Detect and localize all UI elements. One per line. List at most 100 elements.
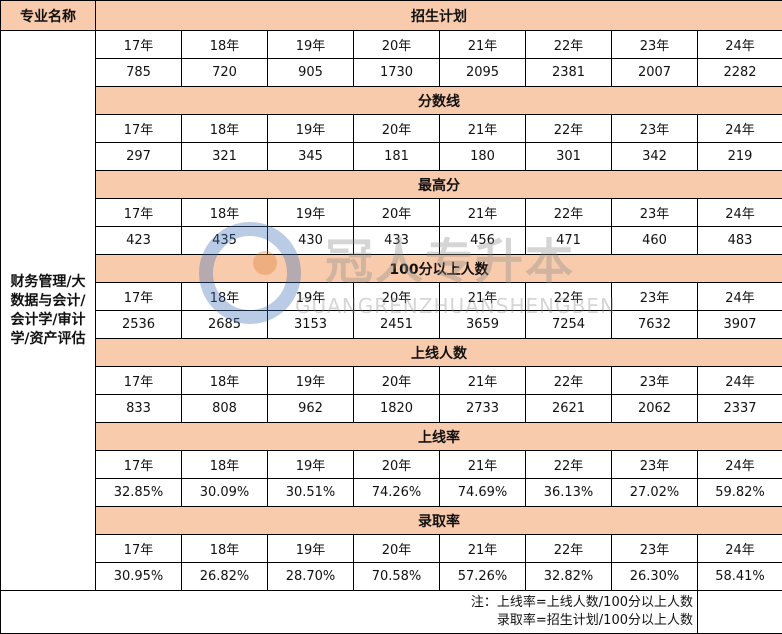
year-cell: 21年	[440, 451, 526, 479]
table-row: 专业名称招生计划	[1, 1, 782, 31]
value-cell: 3659	[440, 311, 526, 339]
year-cell: 22年	[526, 535, 612, 563]
year-cell: 18年	[182, 535, 268, 563]
year-cell: 22年	[526, 31, 612, 59]
section-title: 录取率	[96, 507, 782, 535]
year-cell: 24年	[698, 115, 782, 143]
value-cell: 3153	[268, 311, 354, 339]
value-cell: 2451	[354, 311, 440, 339]
value-cell: 2062	[612, 395, 698, 423]
value-cell: 720	[182, 59, 268, 87]
year-cell: 17年	[96, 31, 182, 59]
year-cell: 23年	[612, 283, 698, 311]
value-cell: 70.58%	[354, 563, 440, 591]
year-cell: 19年	[268, 451, 354, 479]
value-cell: 785	[96, 59, 182, 87]
value-cell: 808	[182, 395, 268, 423]
value-cell: 2007	[612, 59, 698, 87]
year-cell: 17年	[96, 115, 182, 143]
note-cell: 注：上线率=上线人数/100分以上人数录取率=招生计划/100分以上人数	[1, 591, 698, 634]
year-cell: 21年	[440, 115, 526, 143]
value-cell: 1820	[354, 395, 440, 423]
year-cell: 19年	[268, 283, 354, 311]
year-cell: 22年	[526, 451, 612, 479]
year-cell: 18年	[182, 367, 268, 395]
year-cell: 17年	[96, 199, 182, 227]
year-cell: 21年	[440, 283, 526, 311]
value-cell: 57.26%	[440, 563, 526, 591]
value-cell: 26.30%	[612, 563, 698, 591]
year-cell: 19年	[268, 535, 354, 563]
year-cell: 24年	[698, 535, 782, 563]
year-cell: 20年	[354, 535, 440, 563]
table-row: 上线率	[1, 423, 782, 451]
year-cell: 19年	[268, 115, 354, 143]
value-cell: 30.95%	[96, 563, 182, 591]
value-cell: 7632	[612, 311, 698, 339]
value-cell: 2381	[526, 59, 612, 87]
year-cell: 24年	[698, 451, 782, 479]
year-cell: 22年	[526, 199, 612, 227]
table-row: 分数线	[1, 87, 782, 115]
value-cell: 1730	[354, 59, 440, 87]
value-cell: 7254	[526, 311, 612, 339]
year-cell: 24年	[698, 31, 782, 59]
value-cell: 483	[698, 227, 782, 255]
value-cell: 423	[96, 227, 182, 255]
value-cell: 833	[96, 395, 182, 423]
value-cell: 26.82%	[182, 563, 268, 591]
year-cell: 17年	[96, 535, 182, 563]
value-cell: 3907	[698, 311, 782, 339]
year-cell: 17年	[96, 283, 182, 311]
year-cell: 24年	[698, 283, 782, 311]
value-cell: 32.82%	[526, 563, 612, 591]
year-cell: 24年	[698, 367, 782, 395]
section-title: 最高分	[96, 171, 782, 199]
year-cell: 19年	[268, 199, 354, 227]
value-cell: 345	[268, 143, 354, 171]
value-cell: 301	[526, 143, 612, 171]
value-cell: 2685	[182, 311, 268, 339]
value-cell: 430	[268, 227, 354, 255]
year-cell: 19年	[268, 31, 354, 59]
value-cell: 28.70%	[268, 563, 354, 591]
major-name: 财务管理/大数据与会计/会计学/审计学/资产评估	[1, 31, 96, 591]
year-cell: 23年	[612, 367, 698, 395]
value-cell: 2536	[96, 311, 182, 339]
table-row: 最高分	[1, 171, 782, 199]
value-cell: 32.85%	[96, 479, 182, 507]
value-cell: 905	[268, 59, 354, 87]
value-cell: 2282	[698, 59, 782, 87]
note-line: 录取率=招生计划/100分以上人数	[1, 612, 693, 630]
value-cell: 456	[440, 227, 526, 255]
value-cell: 27.02%	[612, 479, 698, 507]
year-cell: 18年	[182, 31, 268, 59]
section-title: 100分以上人数	[96, 255, 782, 283]
year-cell: 20年	[354, 451, 440, 479]
year-cell: 21年	[440, 31, 526, 59]
year-cell: 22年	[526, 367, 612, 395]
value-cell: 2621	[526, 395, 612, 423]
header-label: 专业名称	[1, 1, 96, 31]
value-cell: 321	[182, 143, 268, 171]
section-title: 招生计划	[96, 1, 782, 31]
value-cell: 2733	[440, 395, 526, 423]
value-cell: 181	[354, 143, 440, 171]
year-cell: 23年	[612, 31, 698, 59]
year-cell: 20年	[354, 367, 440, 395]
value-cell: 435	[182, 227, 268, 255]
year-cell: 20年	[354, 283, 440, 311]
value-cell: 471	[526, 227, 612, 255]
year-cell: 21年	[440, 199, 526, 227]
year-cell: 23年	[612, 199, 698, 227]
year-cell: 22年	[526, 283, 612, 311]
value-cell: 180	[440, 143, 526, 171]
